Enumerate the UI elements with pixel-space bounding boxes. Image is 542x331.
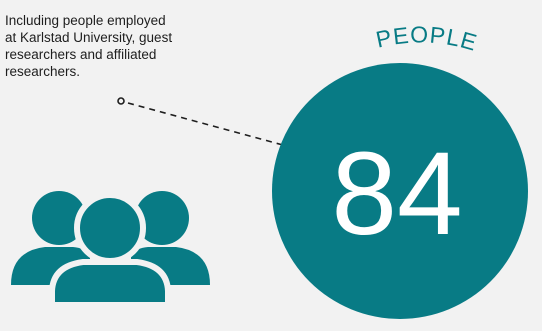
stat-label-path: PEOPLE xyxy=(374,21,480,55)
annotation-text: Including people employed at Karlstad Un… xyxy=(5,12,275,80)
annotation-line: researchers. xyxy=(5,64,81,79)
annotation-line: researchers and affiliated xyxy=(5,47,157,62)
people-group-icon xyxy=(11,191,210,308)
stat-label: PEOPLE xyxy=(374,21,481,55)
dashed-connector-line xyxy=(127,102,295,149)
connector-ring-icon xyxy=(117,97,125,105)
stat-value: 84 xyxy=(331,128,462,260)
annotation-line: Including people employed xyxy=(5,13,166,28)
stat-circle xyxy=(272,63,528,319)
annotation-line: at Karlstad University, guest xyxy=(5,30,173,45)
